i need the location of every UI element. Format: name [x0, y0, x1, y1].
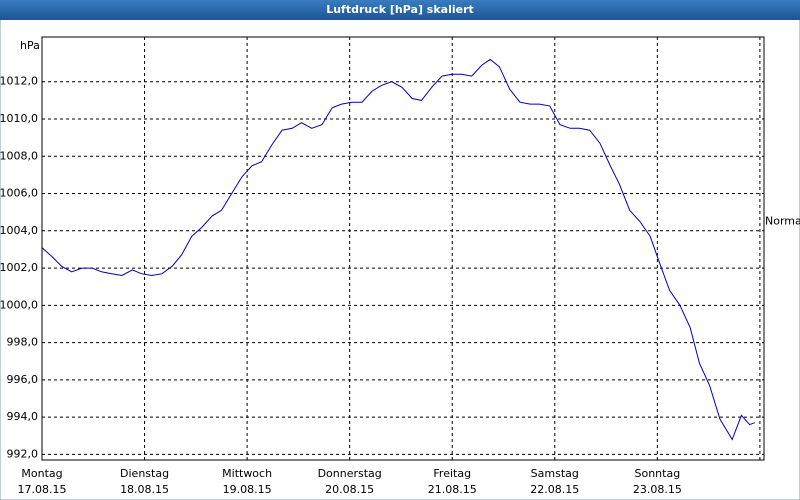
- x-tick-label: Dienstag: [120, 467, 169, 480]
- title-bar: [0, 0, 800, 20]
- y-unit-label: hPa: [20, 39, 40, 52]
- x-tick-date: 20.08.15: [325, 483, 374, 496]
- x-tick-label: Freitag: [433, 467, 471, 480]
- x-tick-date: 17.08.15: [18, 483, 67, 496]
- x-tick-date: 23.08.15: [633, 483, 682, 496]
- y-tick-label: 998,0: [7, 336, 39, 349]
- data-line: [41, 58, 755, 441]
- y-tick-label: 1010,0: [0, 112, 38, 125]
- y-tick-label: 996,0: [7, 373, 39, 386]
- x-tick-label: Sonntag: [634, 467, 680, 480]
- x-tick-date: 21.08.15: [428, 483, 477, 496]
- chart-title: Luftdruck [hPa] skaliert: [326, 3, 474, 16]
- y-tick-label: 992,0: [7, 447, 39, 460]
- y-tick-label: 994,0: [7, 410, 39, 423]
- y-tick-label: 1000,0: [0, 298, 38, 311]
- x-tick-label: Samstag: [531, 467, 579, 480]
- x-tick-date: 18.08.15: [120, 483, 169, 496]
- plot-border: [41, 36, 765, 461]
- x-tick-date: 19.08.15: [223, 483, 272, 496]
- x-tick-label: Montag: [21, 467, 62, 480]
- plot-area: [42, 37, 764, 460]
- x-tick-date: 22.08.15: [530, 483, 579, 496]
- x-tick-label: Mittwoch: [222, 467, 272, 480]
- annotation: Normal: [765, 214, 800, 227]
- y-tick-label: 1002,0: [0, 261, 38, 274]
- x-tick-label: Donnerstag: [318, 467, 382, 480]
- y-tick-label: 1012,0: [0, 75, 38, 88]
- y-tick-label: 1008,0: [0, 149, 38, 162]
- y-tick-label: 1004,0: [0, 224, 38, 237]
- y-tick-label: 1006,0: [0, 187, 38, 200]
